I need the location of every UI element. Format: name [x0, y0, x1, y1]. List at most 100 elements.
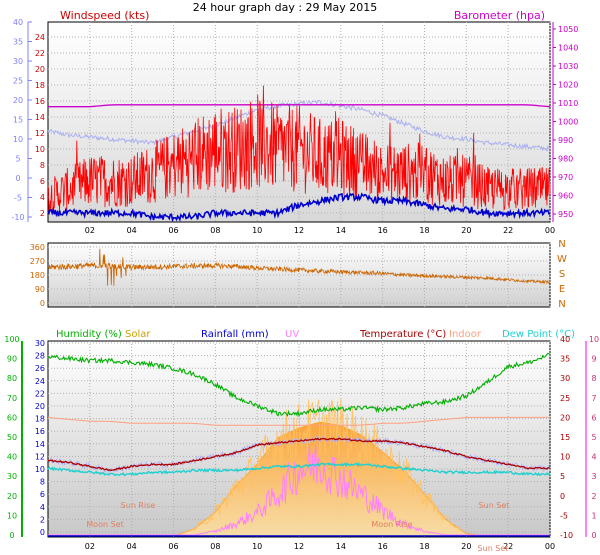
humidity-tick-label: 70 [7, 394, 17, 403]
panel-climate: Humidity (%) Solar Rainfall (mm) UV Temperat… [4, 329, 599, 553]
compass-label: W [557, 254, 567, 265]
rain-tick-label: 14 [35, 440, 45, 449]
panel1-outer-axis: -10 -5 0 5 10 15 20 25 30 35 40 [11, 18, 32, 222]
indoor-line [47, 416, 550, 426]
x-tick-label-bottom: 06 [168, 542, 178, 551]
rain-tick-label: 4 [40, 503, 45, 512]
x-tick-label: 08 [210, 226, 220, 235]
legend-entry: Rainfall (mm) [201, 329, 269, 340]
x-tick-label: 04 [127, 226, 137, 235]
legend-entry: Solar [125, 329, 151, 340]
outer-tick-label: 0 [15, 174, 20, 183]
x-tick-label-bottom: 14 [336, 542, 346, 551]
wind-avg-line [47, 192, 551, 223]
rain-tick-label: 28 [35, 352, 45, 361]
temperature-tick-label: 35 [560, 355, 570, 364]
panel2-left-axis: 0 90 180 270 360 [30, 243, 45, 308]
panel1-grid [48, 22, 551, 222]
x-tick-label-bottom: 12 [294, 542, 304, 551]
uv-line [48, 443, 550, 536]
baro-tick-label: 1040 [558, 44, 578, 53]
outer-tick-label: 5 [15, 155, 20, 164]
humidity-line [47, 352, 551, 417]
rain-tick-label: 20 [35, 402, 45, 411]
baro-tick-label: 950 [558, 210, 573, 219]
panel3-series [47, 352, 551, 537]
sun-moon-annotation: Sun Set [478, 544, 509, 553]
panel3-legend: Humidity (%) Solar Rainfall (mm) UV Temperat… [56, 329, 575, 340]
panel1-right-title: Barometer (hpa) [454, 9, 545, 22]
legend-entry: Temperature (°C) [359, 329, 446, 340]
x-tick-label-bottom: 00 [545, 542, 555, 551]
legend-entry: UV [285, 329, 299, 340]
humidity-tick-label: 50 [7, 433, 17, 442]
panel2-frame [47, 242, 551, 308]
rain-tick-label: 10 [35, 465, 45, 474]
wind-tick-label: 10 [35, 145, 45, 154]
rain-tick-label: 18 [35, 415, 45, 424]
x-tick-label: 12 [294, 226, 304, 235]
wind-tick-label: 18 [35, 81, 45, 90]
uv-tick-label: 6 [591, 413, 596, 422]
x-tick-label-bottom: 04 [127, 542, 137, 551]
x-tick-label-bottom: 02 [85, 542, 95, 551]
wind-tick-label: 14 [35, 113, 45, 122]
temperature-tick-label: 25 [560, 394, 570, 403]
humidity-tick-label: 30 [7, 472, 17, 481]
rain-tick-label: 16 [35, 427, 45, 436]
x-tick-label: 22 [503, 226, 513, 235]
temperature-tick-label: -10 [560, 531, 573, 540]
outer-tick-label: 35 [13, 38, 23, 47]
outer-tick-label: 40 [13, 18, 23, 27]
x-tick-label-bottom: 08 [210, 542, 220, 551]
outer-tick-label: 30 [13, 57, 23, 66]
humidity-tick-label: 20 [7, 492, 17, 501]
wind-tick-label: 16 [35, 97, 45, 106]
x-tick-label: 06 [168, 226, 178, 235]
wind-tick-label: 12 [35, 129, 45, 138]
uv-tick-label: 10 [589, 335, 599, 344]
humidity-tick-label: 80 [7, 374, 17, 383]
temperature-line [47, 437, 551, 472]
x-tick-label-bottom: 20 [461, 542, 471, 551]
x-tick-label-bottom: 10 [252, 542, 262, 551]
rain-tick-label: 26 [35, 364, 45, 373]
wind-tick-label: 20 [35, 65, 45, 74]
outer-tick-label: 10 [13, 135, 23, 144]
legend-entry: Indoor [449, 329, 482, 340]
x-tick-label: 20 [461, 226, 471, 235]
sun-moon-annotation: Moon Rise [371, 520, 412, 529]
outer-tick-label: -5 [14, 194, 22, 203]
humidity-tick-label: 40 [7, 453, 17, 462]
baro-tick-label: 1030 [558, 62, 578, 71]
humidity-tick-label: 100 [4, 335, 19, 344]
panel-wind-barometer: Windspeed (kts) Barometer (hpa) -10 -5 0 5 1… [11, 9, 578, 235]
temperature-tick-label: 0 [560, 492, 565, 501]
uv-tick-label: 9 [591, 355, 596, 364]
outer-tick-label: -10 [11, 213, 24, 222]
sun-moon-annotation: Sun Set [479, 501, 510, 510]
chart-title: 24 hour graph day : 29 May 2015 [193, 1, 378, 14]
humidity-tick-label: 90 [7, 355, 17, 364]
x-tick-label-bottom: 18 [419, 542, 429, 551]
direction-tick-label: 270 [30, 257, 45, 266]
compass-label: S [559, 269, 565, 280]
panel3-annotations: Sun Rise Moon Set Moon Rise Sun Set Sun Set [86, 501, 509, 553]
uv-tick-label: 0 [591, 531, 596, 540]
direction-tick-label: 0 [40, 299, 45, 308]
temperature-tick-label: 30 [560, 374, 570, 383]
solar-current-line [190, 398, 461, 532]
rain-tick-label: 30 [35, 339, 45, 348]
uv-tick-label: 4 [591, 453, 596, 462]
baro-tick-label: 1050 [558, 25, 578, 34]
x-tick-label: 16 [378, 226, 388, 235]
outer-tick-label: 15 [13, 116, 23, 125]
direction-tick-label: 90 [35, 285, 45, 294]
x-tick-label-bottom: 22 [503, 542, 513, 551]
baro-tick-label: 1010 [558, 99, 578, 108]
legend-entry: Humidity (%) [56, 329, 122, 340]
x-tick-label-bottom: 16 [378, 542, 388, 551]
